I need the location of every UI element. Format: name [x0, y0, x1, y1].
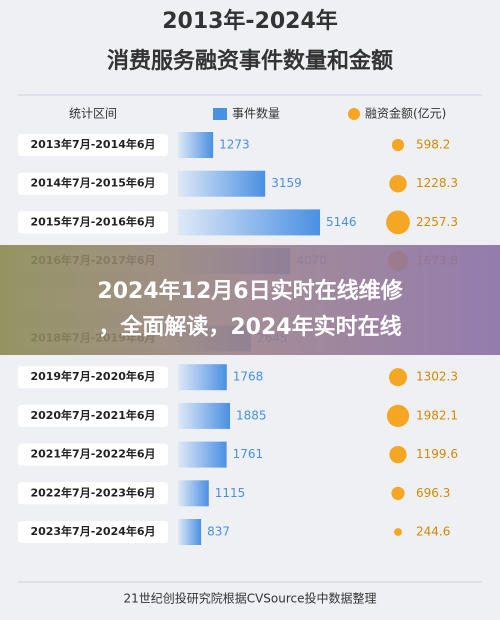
value-label: 1199.6	[416, 447, 458, 461]
bar	[178, 364, 227, 391]
row-label-box	[18, 366, 168, 389]
value-label: 5146	[326, 215, 357, 229]
value-label: 2257.3	[416, 215, 458, 229]
row-label: 2021年7月-2022年6月	[30, 447, 155, 461]
value-label: 1982.1	[416, 408, 458, 422]
bubble	[388, 368, 408, 387]
bar	[178, 480, 209, 507]
value-label: 1302.3	[416, 370, 458, 384]
column-header: 统计区间	[69, 107, 117, 121]
row-label: 2013年7月-2014年6月	[30, 137, 155, 151]
row-label-box	[18, 443, 168, 466]
bubble	[391, 138, 405, 152]
value-label: 1228.3	[416, 176, 458, 190]
overlay-band	[0, 245, 500, 355]
legend-label: 事件数量	[232, 106, 280, 121]
value-label: 696.3	[416, 486, 450, 500]
bar	[178, 441, 227, 468]
bar	[178, 519, 202, 545]
row-label-box	[18, 482, 168, 505]
value-label: 1761	[233, 447, 264, 461]
overlay-text: 2024年12月6日实时在线维修	[97, 278, 403, 304]
row-label: 2022年7月-2023年6月	[30, 485, 155, 499]
bar	[178, 132, 214, 158]
bar	[178, 209, 321, 236]
row-label-box	[18, 404, 168, 427]
legend-swatch	[348, 108, 360, 120]
bubble	[389, 445, 407, 464]
legend-swatch	[213, 108, 227, 120]
bubble	[389, 174, 407, 193]
value-label: 1885	[236, 408, 267, 422]
source-note: 21世纪创投研究院根据CVSource投中数据整理	[123, 591, 376, 606]
bubble	[394, 528, 402, 536]
chart-title: 2013年-2024年	[162, 8, 338, 34]
bar	[178, 170, 266, 197]
row-label: 2023年7月-2024年6月	[30, 524, 155, 538]
row-label: 2014年7月-2015年6月	[30, 176, 155, 190]
row-label-box	[18, 134, 168, 156]
bubble	[391, 486, 405, 500]
row-label-box	[18, 521, 168, 543]
bar	[178, 402, 231, 429]
value-label: 1115	[215, 486, 246, 500]
chart-subtitle: 消费服务融资事件数量和金额	[107, 48, 393, 74]
value-label: 837	[207, 525, 230, 539]
value-label: 244.6	[416, 525, 450, 539]
bubble	[386, 210, 410, 235]
value-label: 1768	[233, 370, 264, 384]
value-label: 3159	[271, 176, 302, 190]
overlay-text: ，全面解读，2024年实时在线	[98, 314, 401, 340]
legend-label: 融资金额(亿元)	[365, 106, 446, 121]
row-label: 2015年7月-2016年6月	[30, 214, 155, 228]
value-label: 1273	[219, 138, 250, 152]
bubble	[386, 404, 410, 428]
row-label-box	[18, 172, 168, 195]
row-label: 2019年7月-2020年6月	[30, 369, 155, 383]
row-label: 2020年7月-2021年6月	[30, 408, 155, 422]
value-label: 598.2	[416, 138, 450, 152]
row-label-box	[18, 211, 168, 234]
